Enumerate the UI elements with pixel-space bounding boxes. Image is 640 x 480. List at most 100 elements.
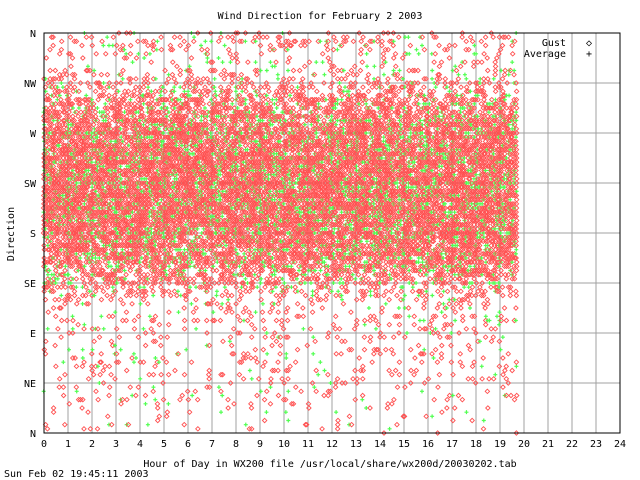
gust-point — [52, 296, 58, 303]
gust-point — [304, 275, 310, 282]
average-point — [110, 285, 115, 290]
gust-point — [259, 309, 266, 316]
gust-point — [369, 359, 375, 366]
average-point — [464, 410, 469, 415]
average-point — [424, 289, 429, 294]
gust-point — [75, 321, 81, 328]
gust-point — [472, 380, 479, 386]
average-point — [255, 285, 260, 290]
gust-point — [485, 405, 491, 411]
gust-point — [446, 392, 453, 399]
gust-point — [154, 275, 160, 282]
gust-point — [317, 284, 324, 291]
gust-point — [208, 300, 214, 307]
average-point — [493, 372, 498, 377]
gust-point — [52, 267, 59, 274]
gust-point — [317, 296, 324, 303]
gust-point — [111, 271, 118, 278]
average-point — [220, 301, 225, 306]
gust-point — [291, 275, 297, 282]
gust-point — [225, 300, 231, 307]
gust-point — [194, 396, 201, 403]
gust-point — [161, 288, 168, 295]
gust-point — [309, 380, 316, 386]
gust-point — [365, 275, 372, 282]
gust-point — [185, 280, 191, 286]
gust-point — [400, 413, 407, 420]
gust-point — [459, 280, 466, 286]
gust-point — [298, 288, 305, 295]
gust-point — [152, 313, 159, 320]
gust-point — [87, 275, 93, 282]
gust-point — [465, 375, 472, 382]
gust-point — [119, 396, 126, 403]
gust-point — [503, 275, 510, 282]
gust-point — [442, 280, 449, 286]
average-point — [339, 210, 344, 215]
gust-point — [375, 275, 382, 282]
gust-point — [150, 388, 157, 395]
gust-point — [342, 288, 349, 295]
gust-point — [327, 388, 334, 395]
gust-point — [275, 392, 282, 399]
average-point — [268, 385, 273, 390]
gust-point — [275, 280, 282, 286]
gust-point — [463, 325, 470, 332]
gust-point — [85, 375, 92, 382]
gust-point — [82, 292, 89, 299]
gust-point — [106, 392, 112, 399]
gust-point — [280, 292, 287, 299]
gust-point — [152, 363, 158, 370]
gust-point — [285, 334, 291, 341]
gust-point — [262, 359, 268, 366]
gust-point — [83, 271, 90, 278]
gust-point — [378, 309, 385, 316]
gust-point — [92, 280, 99, 286]
gust-point — [296, 313, 302, 320]
gust-point — [356, 355, 363, 361]
gust-point — [123, 292, 130, 299]
gust-point — [94, 425, 101, 432]
average-point — [372, 268, 377, 273]
average-point — [120, 247, 125, 252]
gust-point — [388, 288, 395, 295]
gust-point — [183, 292, 189, 299]
gust-point — [100, 367, 107, 374]
gust-point — [434, 359, 441, 366]
gust-point — [500, 371, 506, 378]
gust-point — [62, 296, 68, 303]
gust-point — [312, 338, 318, 345]
gust-point — [120, 284, 126, 291]
gust-point — [432, 346, 439, 353]
gust-point — [79, 405, 85, 411]
average-point — [496, 281, 501, 285]
average-point — [253, 310, 258, 315]
average-point — [45, 272, 50, 277]
gust-point — [97, 359, 103, 366]
gust-point — [373, 317, 379, 324]
gust-point — [419, 288, 425, 295]
gust-point — [354, 380, 360, 386]
gust-point — [102, 280, 109, 286]
gust-point — [62, 371, 68, 378]
gust-point — [203, 317, 210, 324]
average-point — [70, 326, 75, 331]
average-point — [340, 297, 345, 302]
gust-point — [313, 388, 320, 395]
average-point — [273, 285, 278, 290]
gust-point — [269, 284, 276, 291]
gust-point — [509, 367, 516, 374]
gust-point — [402, 334, 408, 341]
gust-point — [200, 275, 207, 282]
average-point — [211, 310, 216, 315]
average-point — [63, 264, 68, 269]
gust-point — [73, 275, 80, 282]
gust-point — [120, 275, 126, 282]
gust-point — [346, 346, 353, 353]
gust-point — [496, 363, 503, 370]
gust-point — [150, 371, 157, 378]
gust-point — [233, 284, 240, 291]
gust-point — [423, 413, 430, 420]
gust-point — [191, 275, 197, 282]
gust-point — [273, 292, 280, 299]
